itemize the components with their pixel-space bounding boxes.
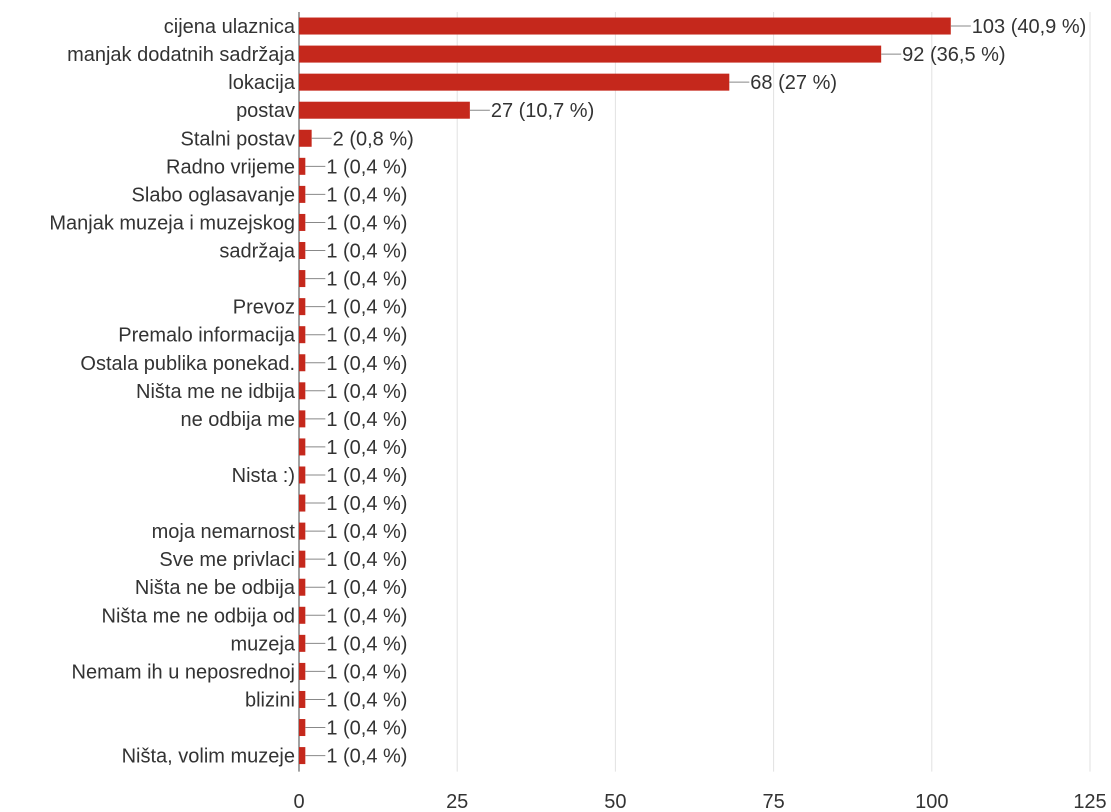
x-tick-label: 125 [1073, 791, 1106, 812]
bar [299, 298, 306, 316]
x-tick-label: 100 [915, 791, 948, 812]
category-label: Nista :) [232, 465, 295, 487]
data-label: 92 (36,5 %) [902, 44, 1005, 66]
bar [299, 494, 306, 512]
category-label: Manjak muzeja i muzejskog [49, 212, 295, 234]
bar [299, 354, 306, 372]
category-label: Premalo informacija [118, 325, 296, 347]
bar [299, 662, 306, 680]
category-label: Radno vrijeme [166, 156, 295, 178]
data-labels: 103 (40,9 %) 92 (36,5 %) 68 (27 %) 27 (10,7… [305, 16, 1086, 768]
category-label: Slabo oglasavanje [132, 184, 295, 206]
bar [299, 690, 306, 708]
data-label: 68 (27 %) [750, 72, 837, 94]
bar [299, 410, 306, 428]
category-label: Ništa me ne odbija od [102, 605, 295, 627]
category-label: Nemam ih u neposrednoj [72, 661, 295, 683]
bar [299, 326, 306, 344]
category-label: ne odbija me [180, 409, 295, 431]
bar [299, 578, 306, 596]
category-label: cijena ulaznica [164, 16, 296, 38]
category-label: Ništa, volim muzeje [122, 746, 295, 768]
data-label: 1 (0,4 %) [326, 325, 407, 347]
category-label: Ostala publika ponekad. [80, 353, 295, 375]
data-label: 1 (0,4 %) [326, 689, 407, 711]
bar [299, 213, 306, 231]
bar [299, 522, 306, 540]
data-label: 1 (0,4 %) [326, 549, 407, 571]
bar [299, 634, 306, 652]
bar [299, 438, 306, 456]
data-label: 1 (0,4 %) [326, 156, 407, 178]
category-label: Prevoz [233, 297, 295, 319]
data-label: 1 (0,4 %) [326, 661, 407, 683]
category-labels: cijena ulaznica manjak dodatnih sadržaja l… [49, 16, 296, 768]
category-label: lokacija [228, 72, 296, 94]
category-label: sadržaja [219, 240, 295, 262]
category-label: Stalni postav [180, 128, 295, 150]
category-label: postav [236, 100, 295, 122]
data-label: 1 (0,4 %) [326, 521, 407, 543]
data-label: 1 (0,4 %) [326, 633, 407, 655]
category-label: Sve me privlaci [159, 549, 295, 571]
category-label: Ništa me ne idbija [136, 381, 296, 403]
x-tick-label: 50 [604, 791, 626, 812]
bar [299, 45, 882, 63]
data-label: 1 (0,4 %) [326, 353, 407, 375]
bar [299, 382, 306, 400]
x-axis-ticks: 0 25 50 75 100 125 [293, 791, 1106, 812]
bar [299, 606, 306, 624]
bars [299, 17, 951, 765]
data-label: 27 (10,7 %) [491, 100, 594, 122]
data-label: 1 (0,4 %) [326, 605, 407, 627]
bar [299, 719, 306, 737]
bar [299, 270, 306, 288]
x-tick-label: 0 [293, 791, 304, 812]
data-label: 2 (0,8 %) [333, 128, 414, 150]
bar [299, 129, 312, 147]
x-tick-label: 25 [446, 791, 468, 812]
bar [299, 550, 306, 568]
bar [299, 747, 306, 765]
category-label: muzeja [231, 633, 296, 655]
data-label: 1 (0,4 %) [326, 241, 407, 263]
category-label: blizini [245, 689, 295, 711]
data-label: 1 (0,4 %) [326, 746, 407, 768]
category-label: moja nemarnost [152, 521, 296, 543]
bar [299, 17, 951, 35]
bar [299, 157, 306, 175]
bar [299, 242, 306, 260]
data-label: 1 (0,4 %) [326, 184, 407, 206]
data-label: 1 (0,4 %) [326, 437, 407, 459]
category-label: Ništa ne be odbija [135, 577, 296, 599]
data-label: 1 (0,4 %) [326, 409, 407, 431]
data-label: 1 (0,4 %) [326, 718, 407, 740]
bar [299, 101, 470, 119]
data-label: 1 (0,4 %) [326, 297, 407, 319]
data-label: 1 (0,4 %) [326, 465, 407, 487]
grid-lines [298, 12, 1091, 772]
data-label: 1 (0,4 %) [326, 269, 407, 291]
data-label: 1 (0,4 %) [326, 212, 407, 234]
bar [299, 73, 730, 91]
data-label: 1 (0,4 %) [326, 493, 407, 515]
data-label: 1 (0,4 %) [326, 381, 407, 403]
data-label: 1 (0,4 %) [326, 577, 407, 599]
bar [299, 466, 306, 484]
data-label: 103 (40,9 %) [972, 16, 1087, 38]
x-tick-label: 75 [762, 791, 784, 812]
category-label: manjak dodatnih sadržaja [67, 44, 296, 66]
bar [299, 185, 306, 203]
